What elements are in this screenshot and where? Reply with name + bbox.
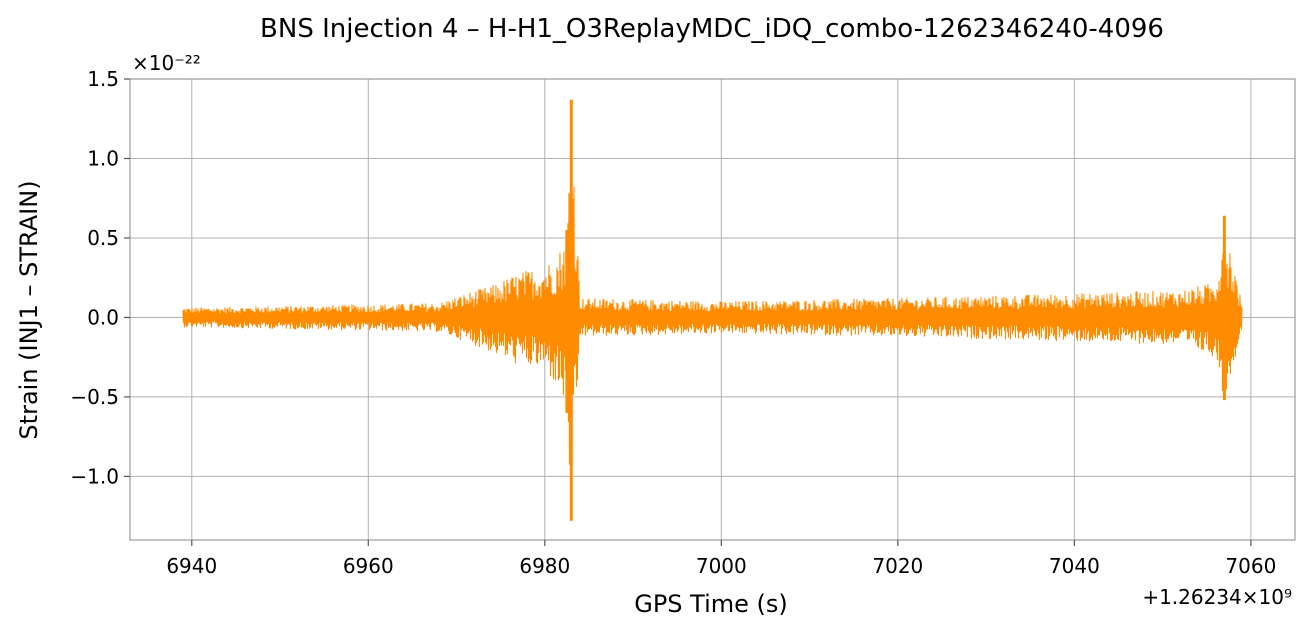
y-axis-label: Strain (INJ1 – STRAIN) [15, 180, 43, 439]
x-tick-label: 7060 [1225, 554, 1276, 578]
y-scale-multiplier: ×10⁻²² [132, 51, 201, 75]
x-offset-label: +1.26234×10⁹ [1142, 585, 1292, 609]
chart-title: BNS Injection 4 – H-H1_O3ReplayMDC_iDQ_c… [260, 14, 1164, 44]
x-tick-label: 6940 [166, 554, 217, 578]
plot-frame [129, 78, 1296, 541]
x-axis-label: GPS Time (s) [634, 590, 788, 618]
y-tick-label: 0.5 [87, 226, 119, 250]
x-tick-label: 7000 [696, 554, 747, 578]
y-tick-label: 1.0 [87, 146, 119, 170]
y-tick-label: −0.5 [70, 385, 119, 409]
series-line-0 [182, 171, 1243, 465]
y-tick-label: 1.5 [87, 67, 119, 91]
axis-ticks: 6940 6960 6980 7000 7020 7040 7060 −1.0 −0.5 0.0 0… [70, 67, 1276, 578]
x-tick-label: 6980 [519, 554, 570, 578]
x-tick-label: 7020 [872, 554, 923, 578]
y-tick-label: −1.0 [70, 464, 119, 488]
y-tick-label: 0.0 [87, 305, 119, 329]
x-tick-label: 6960 [343, 554, 394, 578]
series-layer [182, 99, 1243, 521]
x-tick-label: 7040 [1049, 554, 1100, 578]
